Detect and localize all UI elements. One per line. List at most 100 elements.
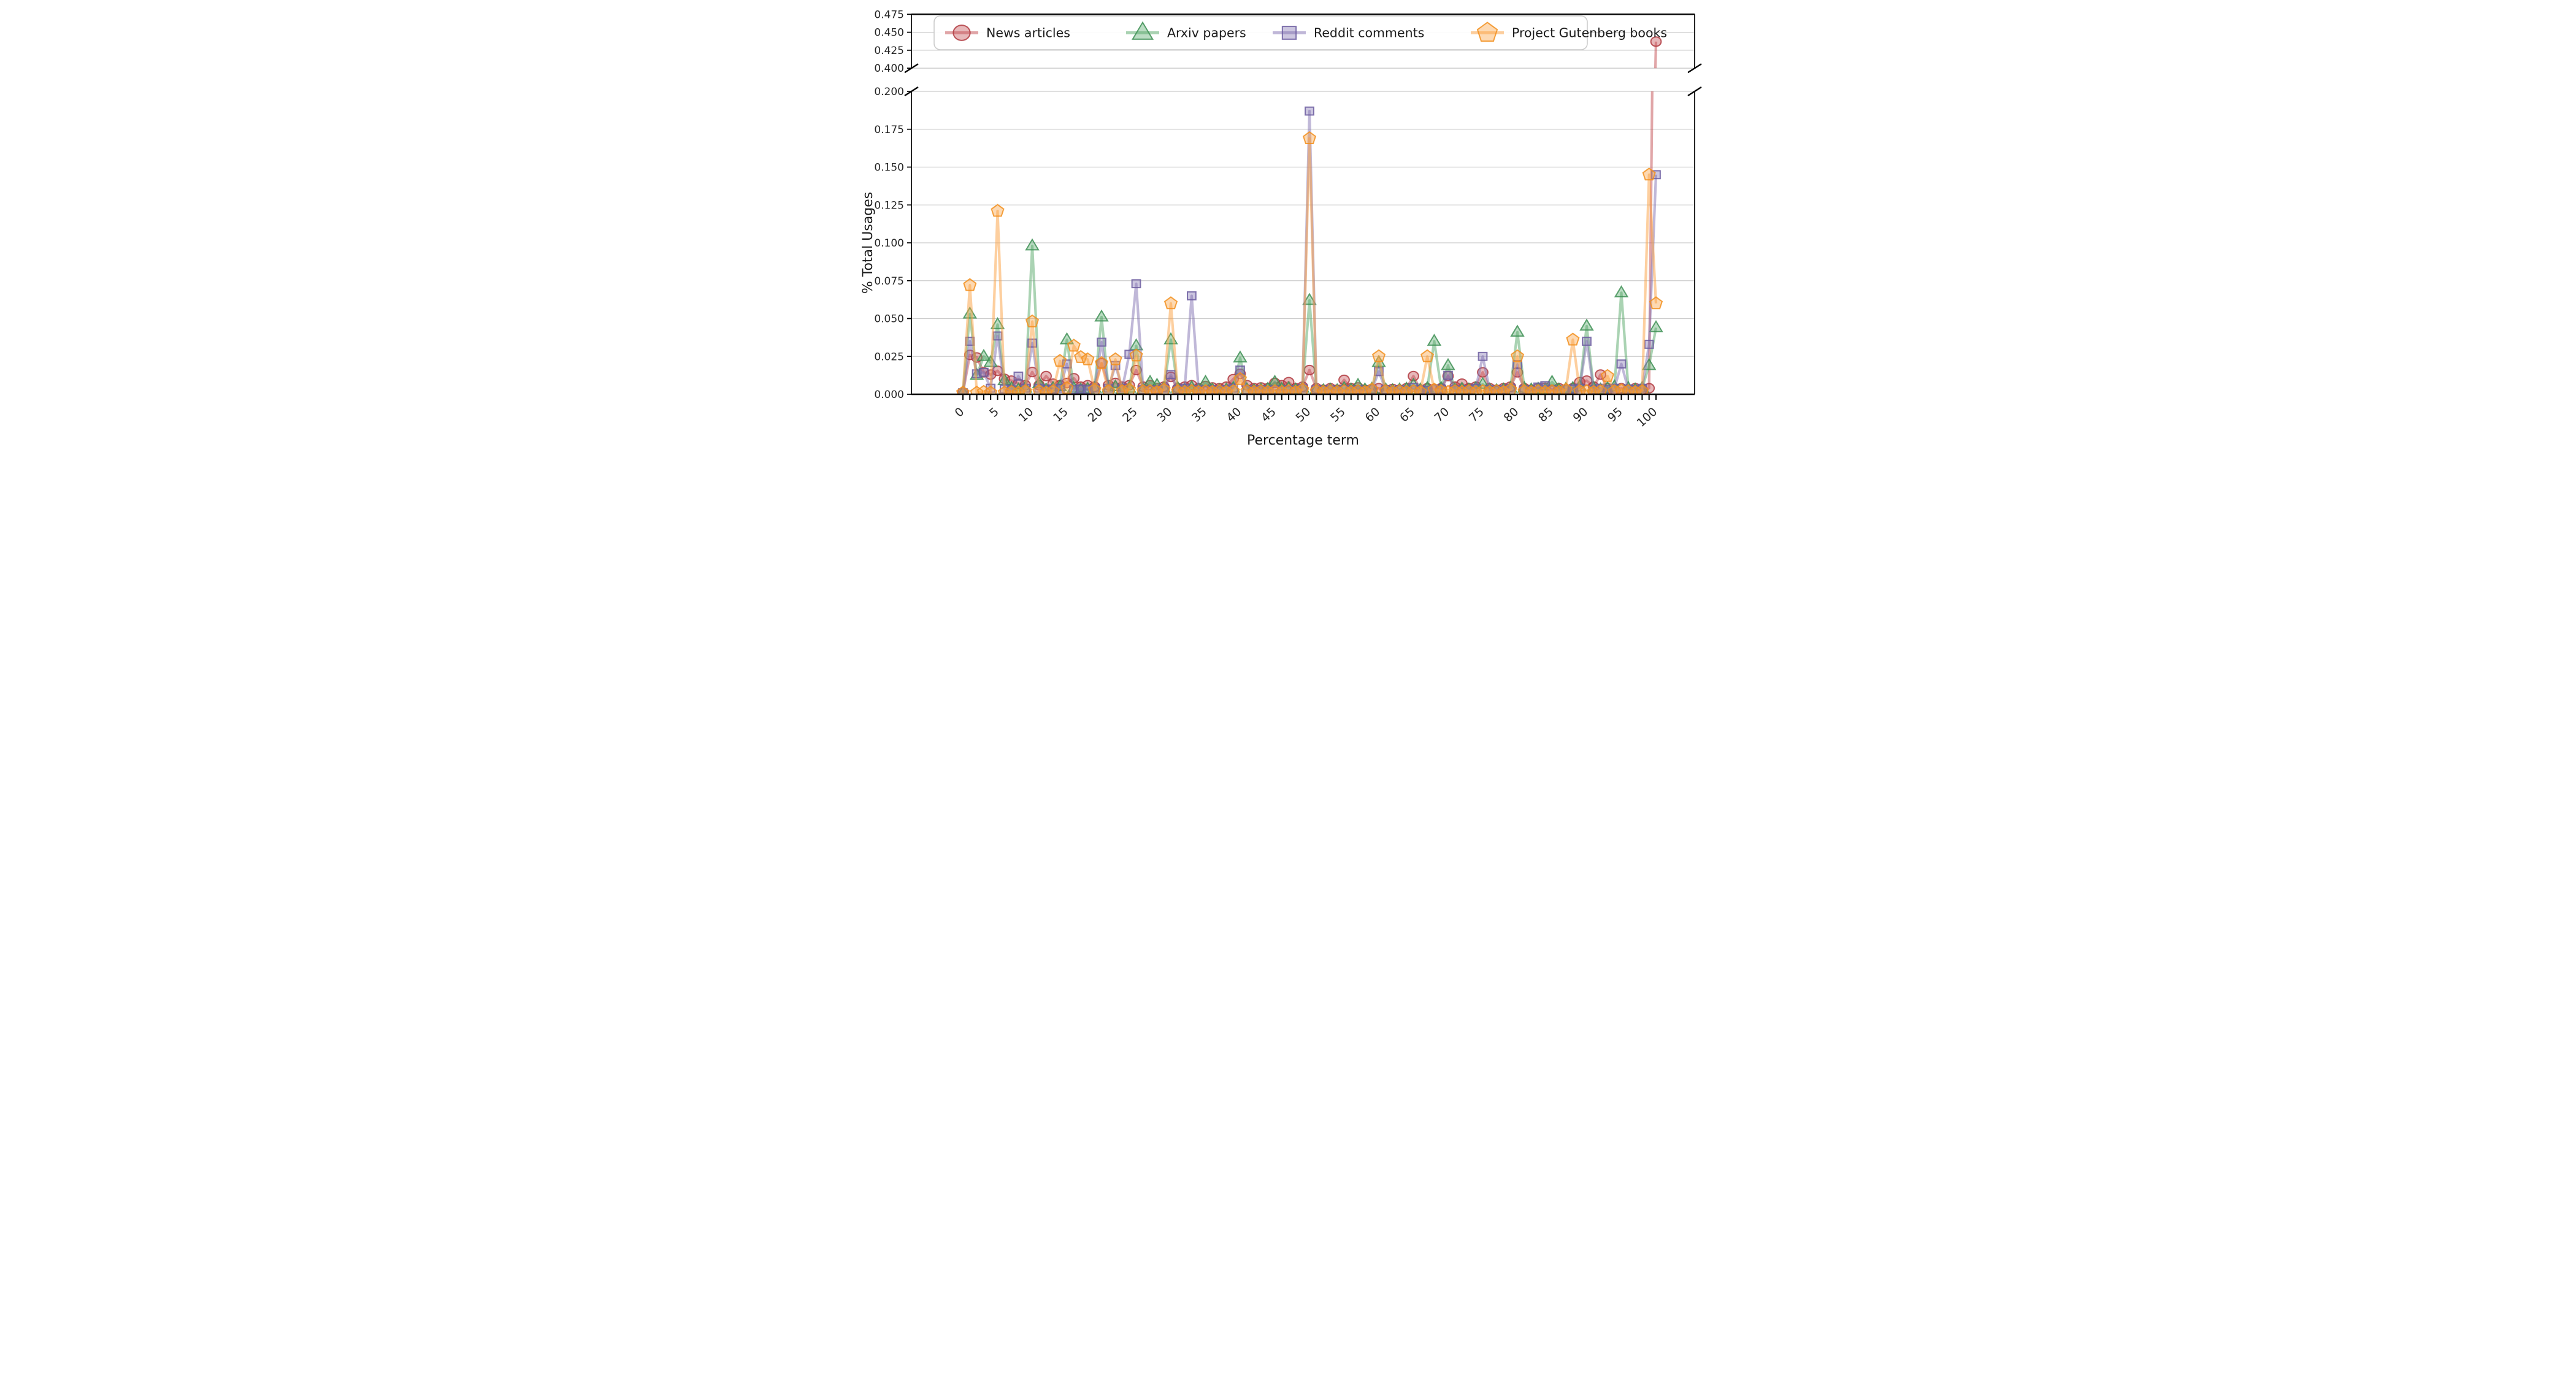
- data-point-marker: [1359, 347, 1371, 357]
- data-point-marker: [1455, 384, 1469, 394]
- data-point-marker: [1166, 370, 1176, 380]
- y-tick-label: 0.200: [874, 86, 904, 98]
- legend-label: Arxiv papers: [1167, 26, 1246, 40]
- data-point-marker: [1324, 348, 1336, 359]
- data-point-marker: [1644, 340, 1654, 349]
- data-point-marker: [1616, 359, 1627, 369]
- data-point-marker: [1427, 382, 1441, 394]
- data-point-marker: [1005, 384, 1019, 394]
- x-tick-label: 90: [1571, 405, 1591, 425]
- data-point-marker: [1025, 314, 1040, 327]
- data-point-marker: [1490, 348, 1503, 359]
- data-point-marker: [1143, 384, 1157, 394]
- data-point-marker: [1408, 370, 1419, 381]
- data-point-marker: [1531, 384, 1545, 394]
- data-point-marker: [997, 385, 1011, 394]
- data-point-marker: [991, 204, 1005, 217]
- data-point-marker: [1400, 346, 1413, 357]
- data-point-marker: [1373, 331, 1385, 343]
- data-point-marker: [1200, 343, 1212, 354]
- data-point-marker: [1510, 349, 1525, 362]
- x-tick-label: 55: [1328, 405, 1348, 425]
- data-point-marker: [1221, 348, 1233, 360]
- data-point-marker: [1046, 384, 1060, 394]
- x-tick-label: 100: [1635, 405, 1660, 430]
- data-point-marker: [1061, 323, 1073, 334]
- data-point-marker: [1269, 348, 1281, 359]
- data-point-marker: [1276, 346, 1287, 356]
- data-point-marker: [1228, 344, 1238, 353]
- data-point-marker: [1469, 384, 1483, 394]
- data-point-marker: [1622, 348, 1635, 359]
- data-point-marker: [1635, 384, 1649, 394]
- x-axis: 0 5 10 15 20 25 30 35 40 45 50 55 60 65 70 75 80 85 90 95 10…: [953, 394, 1660, 430]
- data-point-marker: [1302, 131, 1317, 144]
- x-tick-label: 20: [1086, 405, 1106, 425]
- data-point-marker: [1254, 384, 1268, 394]
- data-point-marker: [1365, 382, 1379, 394]
- data-point-marker: [1284, 345, 1294, 354]
- series-project-gutenberg-books: [956, 131, 1663, 394]
- x-tick-label: 75: [1466, 405, 1487, 425]
- y-tick-label: 0.475: [874, 9, 904, 21]
- data-point-marker: [1628, 384, 1643, 394]
- data-point-marker: [1213, 348, 1225, 359]
- y-tick-label: 0.050: [874, 313, 904, 326]
- data-point-marker: [1345, 348, 1357, 360]
- data-point-marker: [1406, 384, 1420, 394]
- data-point-marker: [1281, 26, 1297, 40]
- bottom-panel-series: [956, 91, 1663, 394]
- data-point-marker: [1303, 364, 1316, 376]
- x-tick-label: 45: [1259, 405, 1279, 425]
- data-point-marker: [1371, 349, 1386, 362]
- data-point-marker: [1235, 365, 1245, 375]
- data-point-marker: [1256, 348, 1267, 357]
- data-point-marker: [1539, 348, 1551, 360]
- data-point-marker: [979, 342, 988, 350]
- data-point-marker: [1316, 384, 1330, 394]
- data-point-marker: [1359, 348, 1371, 360]
- data-point-marker: [1270, 346, 1280, 355]
- data-point-marker: [1420, 349, 1435, 362]
- data-point-marker: [1443, 342, 1454, 351]
- data-point-marker: [1344, 384, 1358, 394]
- data-point-marker: [1262, 348, 1274, 360]
- data-point-marker: [1261, 384, 1275, 394]
- data-point-marker: [1373, 334, 1385, 345]
- data-point-marker: [1442, 335, 1454, 346]
- data-point-marker: [1012, 347, 1024, 357]
- data-point-marker: [1532, 346, 1544, 357]
- data-point-marker: [1476, 21, 1498, 42]
- x-tick-label: 95: [1605, 405, 1625, 425]
- data-point-marker: [1331, 348, 1343, 360]
- data-point-marker: [1200, 348, 1212, 359]
- data-point-marker: [1534, 348, 1543, 356]
- x-axis-title: Percentage term: [1247, 433, 1359, 448]
- data-point-marker: [1642, 167, 1656, 181]
- data-point-marker: [1546, 343, 1558, 354]
- data-point-marker: [1276, 346, 1288, 357]
- data-point-marker: [1352, 348, 1364, 359]
- data-point-marker: [1305, 106, 1314, 116]
- data-point-marker: [1463, 347, 1475, 357]
- y-tick-label: 0.075: [874, 275, 904, 288]
- data-point-marker: [1233, 372, 1248, 385]
- data-point-marker: [1503, 382, 1517, 394]
- x-tick-label: 10: [1016, 405, 1037, 425]
- data-point-marker: [1595, 348, 1607, 359]
- data-point-marker: [1387, 348, 1399, 360]
- data-point-marker: [1192, 384, 1206, 394]
- axis-break-marks: [904, 63, 1702, 97]
- data-point-marker: [1233, 350, 1248, 363]
- data-point-marker: [1068, 326, 1080, 338]
- data-point-marker: [1621, 384, 1635, 394]
- data-point-marker: [1295, 382, 1309, 394]
- data-point-marker: [1171, 384, 1185, 394]
- data-point-marker: [1392, 384, 1406, 394]
- data-point-marker: [1552, 384, 1566, 394]
- data-point-marker: [1408, 348, 1420, 359]
- data-point-marker: [1059, 332, 1075, 345]
- data-point-marker: [1649, 319, 1663, 332]
- data-point-marker: [1490, 384, 1504, 394]
- data-point-marker: [1337, 384, 1351, 394]
